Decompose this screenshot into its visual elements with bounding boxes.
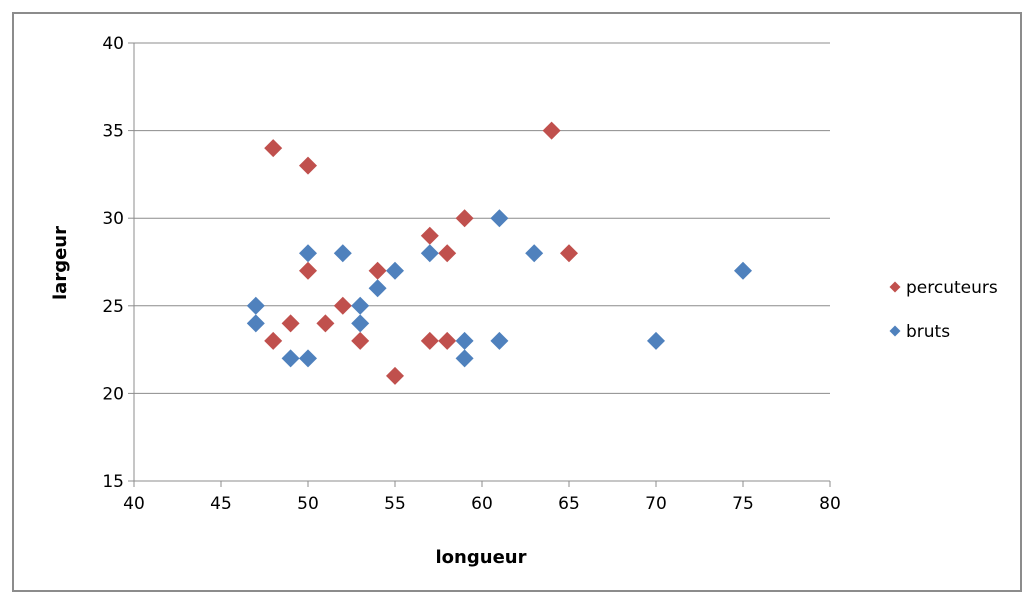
x-tick-label: 75 — [732, 494, 754, 514]
point-bruts — [455, 331, 474, 350]
point-bruts — [368, 279, 387, 298]
y-axis-label: largeur — [50, 226, 71, 300]
chart-frame — [12, 12, 1022, 592]
y-tick-label: 25 — [102, 297, 124, 317]
x-tick-label: 60 — [471, 494, 493, 514]
legend-marker — [889, 281, 901, 293]
point-bruts — [281, 349, 300, 368]
point-bruts — [420, 244, 439, 263]
point-bruts — [386, 261, 404, 280]
legend-item-percuteurs: percuteurs — [889, 278, 998, 298]
x-tick-label: 55 — [384, 494, 406, 514]
point-bruts — [351, 296, 370, 315]
x-axis-label: longueur — [436, 547, 527, 568]
point-bruts — [490, 331, 509, 350]
point-percuteurs — [299, 156, 317, 175]
point-bruts — [455, 349, 474, 368]
point-bruts — [351, 314, 370, 333]
point-bruts — [246, 296, 265, 315]
point-percuteurs — [560, 244, 578, 263]
x-tick-label: 65 — [558, 494, 580, 514]
y-tick-labels: 15 20 25 30 35 40 — [102, 34, 124, 492]
point-percuteurs — [386, 366, 404, 385]
point-percuteurs — [281, 314, 300, 333]
point-bruts — [299, 244, 317, 263]
legend-item-bruts: bruts — [889, 322, 950, 342]
point-percuteurs — [420, 226, 439, 245]
x-tick-labels: 40 45 50 55 60 65 70 75 80 — [123, 494, 841, 514]
series-percuteurs — [264, 121, 578, 385]
point-percuteurs — [316, 314, 335, 333]
x-tick-label: 45 — [210, 494, 232, 514]
point-bruts — [490, 209, 509, 228]
y-tick-label: 20 — [102, 384, 124, 404]
point-percuteurs — [333, 296, 352, 315]
point-percuteurs — [264, 139, 283, 158]
legend-label: percuteurs — [906, 278, 998, 298]
point-bruts — [333, 244, 352, 263]
point-bruts — [299, 349, 317, 368]
point-percuteurs — [368, 261, 387, 280]
x-tick-label: 70 — [645, 494, 667, 514]
x-tick-label: 50 — [297, 494, 319, 514]
y-tick-label: 40 — [102, 34, 124, 54]
y-tick-label: 35 — [102, 122, 124, 142]
x-tick-label: 40 — [123, 494, 145, 514]
point-percuteurs — [264, 331, 283, 350]
legend-label: bruts — [906, 322, 950, 342]
gridlines — [134, 42, 830, 394]
series-bruts — [246, 209, 752, 368]
point-percuteurs — [420, 331, 439, 350]
y-tick-label: 15 — [102, 472, 124, 492]
point-percuteurs — [542, 121, 561, 140]
point-bruts — [525, 244, 544, 263]
point-percuteurs — [351, 331, 370, 350]
point-bruts — [734, 261, 752, 280]
data-points — [246, 121, 752, 385]
point-percuteurs — [455, 209, 474, 228]
legend: percuteurs bruts — [889, 278, 998, 342]
point-bruts — [647, 331, 665, 350]
point-percuteurs — [438, 331, 457, 350]
point-bruts — [246, 314, 265, 333]
x-tick-label: 80 — [819, 494, 841, 514]
y-tick-label: 30 — [102, 209, 124, 229]
point-percuteurs — [438, 244, 457, 263]
axes — [128, 42, 831, 487]
point-percuteurs — [299, 261, 317, 280]
legend-marker — [889, 325, 901, 337]
